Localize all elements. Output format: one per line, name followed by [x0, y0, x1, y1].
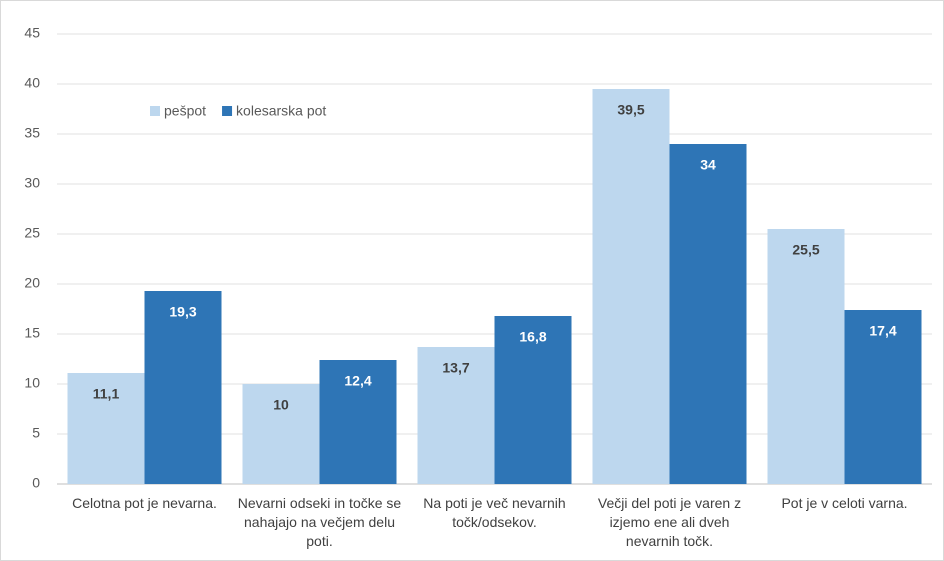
y-tick-label: 5	[32, 425, 40, 441]
data-label: 17,4	[869, 323, 896, 339]
legend-label: pešpot	[164, 103, 206, 119]
bar	[319, 360, 397, 484]
y-tick-label: 10	[24, 375, 40, 391]
data-label: 39,5	[617, 102, 644, 118]
legend-swatch	[222, 106, 233, 116]
bar	[844, 310, 922, 484]
y-tick-label: 25	[24, 225, 40, 241]
x-tick-label: Večji del poti je varen z izjemo ene ali…	[597, 495, 742, 549]
y-tick-label: 20	[24, 275, 40, 291]
bar	[67, 373, 145, 484]
x-tick-label: Na poti je več nevarnih točk/odsekov.	[423, 495, 566, 530]
x-tick-label: Pot je v celoti varna.	[781, 495, 908, 511]
data-label: 16,8	[519, 329, 546, 345]
y-tick-label: 30	[24, 175, 40, 191]
data-label: 19,3	[169, 304, 196, 320]
bar	[767, 229, 845, 484]
data-label: 12,4	[344, 373, 371, 389]
x-tick-label: Nevarni odseki in točke se nahajajo na v…	[237, 495, 402, 549]
data-label: 11,1	[93, 386, 120, 402]
bar	[144, 291, 222, 484]
data-label: 13,7	[442, 360, 469, 376]
legend-label: kolesarska pot	[236, 103, 326, 119]
y-tick-label: 0	[32, 475, 40, 491]
legend-swatch	[150, 106, 160, 116]
y-tick-label: 45	[24, 25, 40, 41]
bar	[494, 316, 572, 484]
x-tick-label: Celotna pot je nevarna.	[72, 495, 217, 511]
data-label: 34	[700, 157, 716, 173]
data-label: 10	[273, 397, 289, 413]
bar	[417, 347, 495, 484]
bar	[592, 89, 670, 484]
data-label: 25,5	[792, 242, 819, 258]
y-tick-label: 15	[24, 325, 40, 341]
y-tick-label: 40	[24, 75, 40, 91]
bar	[242, 384, 320, 484]
bar	[669, 144, 747, 484]
y-tick-label: 35	[24, 125, 40, 141]
